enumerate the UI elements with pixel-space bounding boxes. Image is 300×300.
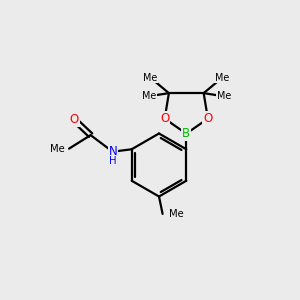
Text: Me: Me xyxy=(215,73,230,82)
Text: Me: Me xyxy=(50,144,64,154)
Text: Me: Me xyxy=(143,73,158,82)
Text: O: O xyxy=(203,112,212,125)
Text: N: N xyxy=(109,145,118,158)
Text: Me: Me xyxy=(142,91,156,101)
Text: H: H xyxy=(110,156,117,166)
Text: B: B xyxy=(182,127,190,140)
Text: Me: Me xyxy=(217,91,231,101)
Text: Me: Me xyxy=(169,209,183,219)
Text: O: O xyxy=(160,112,169,125)
Text: O: O xyxy=(70,113,79,126)
